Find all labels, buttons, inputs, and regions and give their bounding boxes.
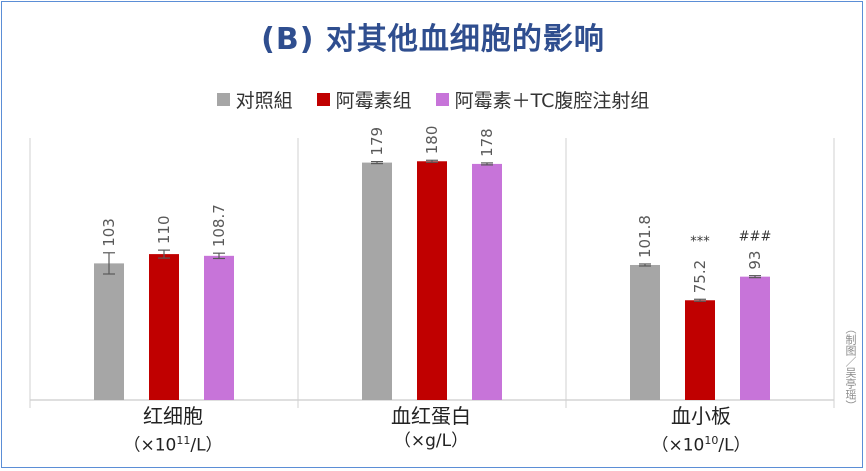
group-unit-platelet-exp: 10	[704, 434, 719, 447]
group-label-platelet: 血小板 （×1010/L）	[590, 403, 812, 458]
bar-g2-s1	[685, 300, 715, 400]
group-name-rbc: 红细胞	[143, 404, 203, 428]
group-name-hemoglobin: 血红蛋白	[391, 404, 471, 428]
group-unit-hemoglobin: （×g/L）	[302, 429, 560, 453]
group-unit-hemoglobin-text: （×g/L）	[393, 431, 469, 451]
bar-g0-s0	[94, 263, 124, 400]
group-label-hemoglobin: 血红蛋白 （×g/L）	[302, 403, 560, 453]
group-name-platelet: 血小板	[671, 404, 731, 428]
legend-swatch-adriamycin	[316, 93, 330, 106]
group-unit-platelet-suffix: /L）	[718, 435, 751, 456]
bar-g2-s2	[740, 276, 770, 400]
value-label-g1-s1: 180	[423, 126, 441, 155]
value-label-g0-s2: 108.7	[210, 204, 228, 247]
bar-g0-s2	[204, 255, 234, 400]
bar-g2-s0	[630, 264, 660, 400]
group-unit-rbc-suffix: /L）	[190, 435, 223, 456]
legend-label-control: 对照組	[235, 90, 293, 112]
group-label-rbc: 红细胞 （×1011/L）	[62, 403, 284, 458]
value-label-g2-s2: 93	[746, 251, 764, 270]
bar-g1-s2	[472, 163, 502, 400]
group-unit-rbc-exp: 11	[176, 434, 191, 447]
image-credit: （制图／吴亭瑶）	[844, 323, 857, 411]
group-unit-rbc-prefix: （×10	[123, 435, 177, 456]
legend: 对照組 阿霉素组 阿霉素＋TC腹腔注射组	[0, 86, 866, 113]
significance-label-g2-s2: ###	[739, 230, 772, 245]
group-unit-platelet-prefix: （×10	[651, 435, 705, 456]
value-label-g0-s1: 110	[155, 215, 173, 244]
legend-label-adriamycin: 阿霉素组	[335, 90, 412, 112]
legend-swatch-control	[216, 93, 230, 106]
significance-label-g2-s1: ***	[690, 234, 710, 249]
bar-g1-s1	[417, 161, 447, 400]
group-unit-platelet: （×1010/L）	[590, 429, 812, 458]
bar-g1-s0	[362, 162, 392, 400]
value-label-g1-s0: 179	[368, 127, 386, 156]
legend-label-adriamycin-tc: 阿霉素＋TC腹腔注射组	[454, 90, 650, 112]
value-label-g2-s1: 75.2	[691, 260, 709, 293]
bar-g0-s1	[149, 254, 179, 400]
legend-item-adriamycin: 阿霉素组	[316, 86, 412, 113]
value-label-g2-s0: 101.8	[636, 215, 654, 258]
value-label-g1-s2: 178	[478, 128, 496, 157]
group-unit-rbc: （×1011/L）	[62, 429, 284, 458]
legend-item-control: 对照組	[216, 86, 293, 113]
legend-swatch-adriamycin-tc	[435, 93, 449, 106]
value-label-g0-s0: 103	[100, 218, 118, 247]
chart-title: (B) 对其他血细胞的影响	[261, 22, 605, 57]
legend-item-adriamycin-tc: 阿霉素＋TC腹腔注射组	[435, 86, 650, 113]
